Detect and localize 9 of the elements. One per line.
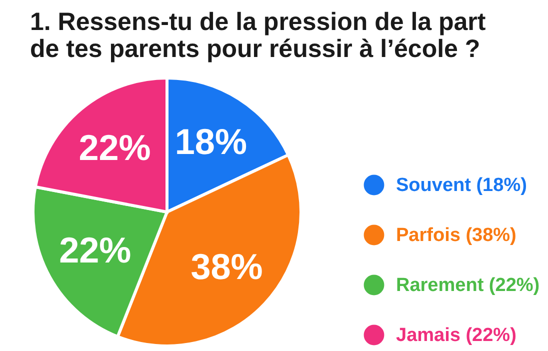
data-label: 18% [174,120,247,162]
legend-label: Parfois (38%) [396,225,516,246]
data-label: 22% [59,230,132,271]
data-label: 38% [190,246,263,288]
legend-label: Jamais (22%) [396,325,516,346]
legend-label: Rarement (22%) [396,275,540,296]
chart-title: 1. Ressens-tu de la pression de la part de tes parents pour réussir à l’école ? [30,8,486,63]
legend-label: Souvent (18%) [396,175,527,196]
data-label: 22% [78,126,151,168]
